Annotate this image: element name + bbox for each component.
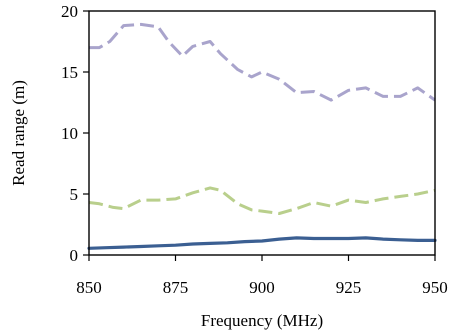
y-tick-label: 0 (70, 246, 79, 265)
x-tick-label: 850 (76, 278, 102, 297)
y-tick-label: 10 (61, 124, 78, 143)
x-tick-label: 875 (163, 278, 189, 297)
y-tick-label: 15 (61, 63, 78, 82)
x-tick-label: 925 (336, 278, 362, 297)
y-tick-label: 20 (61, 2, 78, 21)
series-line-1 (89, 22, 436, 102)
plot-frame (88, 10, 436, 256)
x-tick-label: 900 (249, 278, 275, 297)
x-tick-label: 950 (422, 278, 448, 297)
y-tick-label: 5 (70, 185, 79, 204)
series-layer (87, 22, 437, 250)
y-axis-title: Read range (m) (9, 80, 28, 186)
axes-layer: 0 5 10 15 20 850 875 900 925 950 (61, 2, 448, 297)
x-axis-title: Frequency (MHz) (201, 311, 323, 330)
series-line-3 (87, 236, 437, 250)
series-line-2 (88, 186, 436, 215)
